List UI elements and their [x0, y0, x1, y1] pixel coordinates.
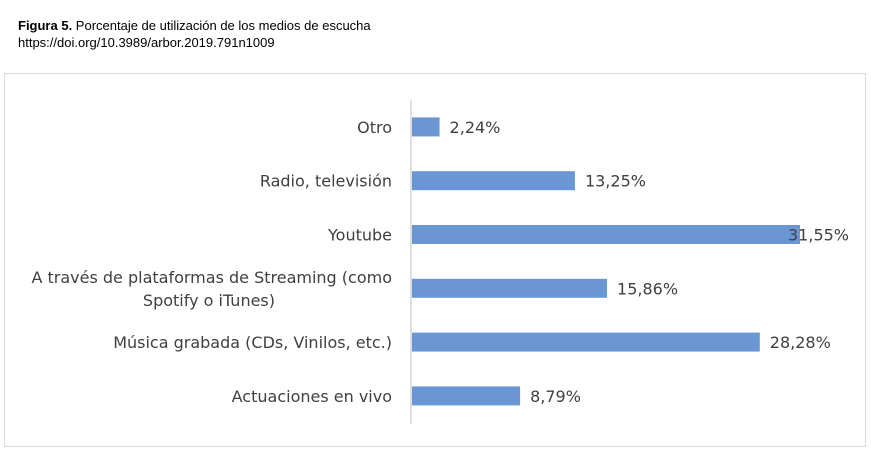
- figure-doi: https://doi.org/10.3989/arbor.2019.791n1…: [18, 35, 275, 50]
- category-label-line: Radio, televisión: [260, 172, 392, 191]
- figure-title: Porcentaje de utilización de los medios …: [72, 18, 371, 33]
- data-label: 15,86%: [617, 279, 678, 298]
- category-label-line: A través de plataformas de Streaming (co…: [31, 268, 392, 287]
- caption-title-line: Figura 5. Porcentaje de utilización de l…: [18, 17, 371, 34]
- data-label: 31,55%: [788, 226, 849, 245]
- category-label-line: Otro: [357, 118, 392, 137]
- bar: [412, 225, 800, 244]
- category-label: A través de plataformas de Streaming (co…: [31, 268, 392, 310]
- data-label: 28,28%: [770, 333, 831, 352]
- category-label-line: Youtube: [327, 226, 392, 245]
- category-label: Otro: [357, 118, 392, 137]
- category-label: Radio, televisión: [260, 172, 392, 191]
- data-label: 13,25%: [585, 172, 646, 191]
- bar: [412, 332, 760, 352]
- category-label-line: Actuaciones en vivo: [232, 387, 392, 406]
- bar: [412, 171, 575, 191]
- data-label: 8,79%: [530, 387, 581, 406]
- category-label: Música grabada (CDs, Vinilos, etc.): [113, 333, 392, 352]
- category-label: Youtube: [327, 226, 392, 245]
- bar: [412, 278, 608, 298]
- bar: [412, 386, 521, 406]
- figure-caption: Figura 5. Porcentaje de utilización de l…: [18, 17, 371, 51]
- data-label: 2,24%: [450, 118, 501, 137]
- bar: [412, 117, 440, 137]
- category-label-line: Música grabada (CDs, Vinilos, etc.): [113, 333, 392, 352]
- category-label-line: Spotify o iTunes): [143, 291, 275, 310]
- figure-label: Figura 5.: [18, 18, 73, 33]
- category-label: Actuaciones en vivo: [232, 387, 392, 406]
